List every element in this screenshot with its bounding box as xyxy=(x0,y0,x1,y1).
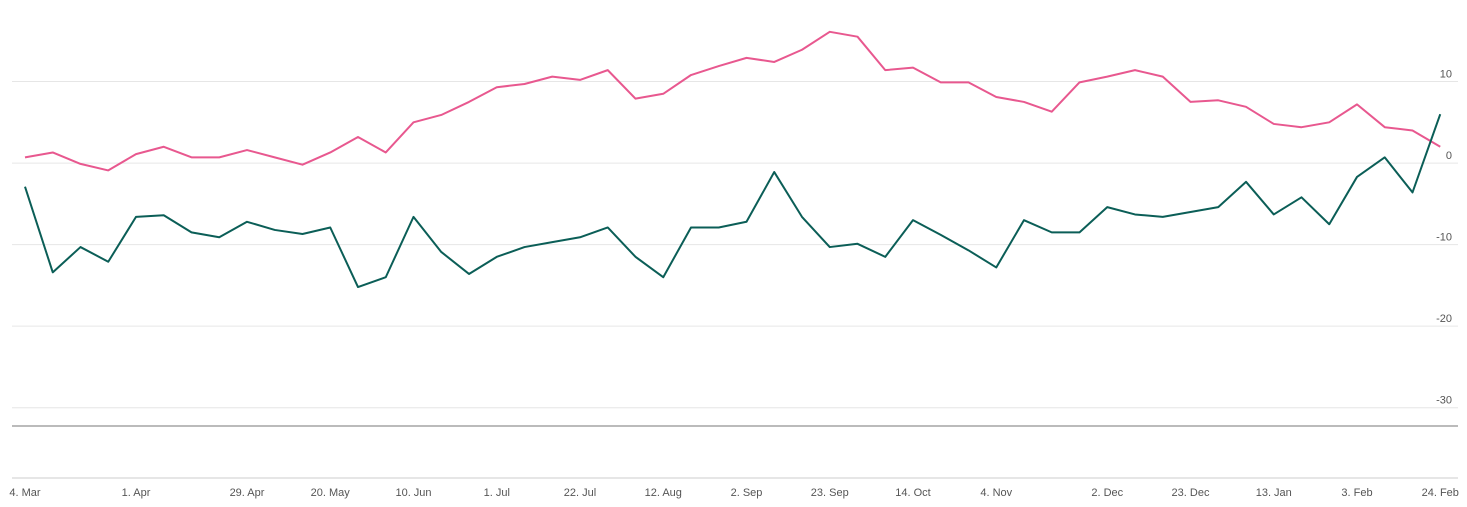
x-tick-label: 3. Feb xyxy=(1341,487,1372,499)
x-tick-label: 4. Mar xyxy=(9,487,41,499)
line-series xyxy=(24,30,1441,172)
x-tick-label: 24. Feb xyxy=(1422,487,1459,499)
x-tick-label: 1. Jul xyxy=(484,487,510,499)
x-tick-label: 14. Oct xyxy=(895,487,930,499)
x-tick-label: 23. Dec xyxy=(1172,487,1210,499)
x-tick-label: 13. Jan xyxy=(1256,487,1292,499)
x-tick-label: 2. Sep xyxy=(731,487,763,499)
x-tick-label: 20. May xyxy=(311,487,351,499)
x-tick-label: 29. Apr xyxy=(230,487,265,499)
x-tick-label: 10. Jun xyxy=(395,487,431,499)
y-tick-label: -10 xyxy=(1436,232,1452,244)
x-tick-label: 23. Sep xyxy=(811,487,849,499)
x-tick-label: 1. Apr xyxy=(122,487,151,499)
x-tick-label: 12. Aug xyxy=(645,487,682,499)
y-tick-label: 10 xyxy=(1440,69,1452,81)
y-tick-label: -20 xyxy=(1436,313,1452,325)
y-tick-label: 0 xyxy=(1446,150,1452,162)
x-tick-label: 2. Dec xyxy=(1091,487,1123,499)
x-tick-label: 22. Jul xyxy=(564,487,596,499)
x-tick-label: 4. Nov xyxy=(980,487,1012,499)
line-series xyxy=(24,113,1442,289)
y-tick-label: -30 xyxy=(1436,395,1452,407)
